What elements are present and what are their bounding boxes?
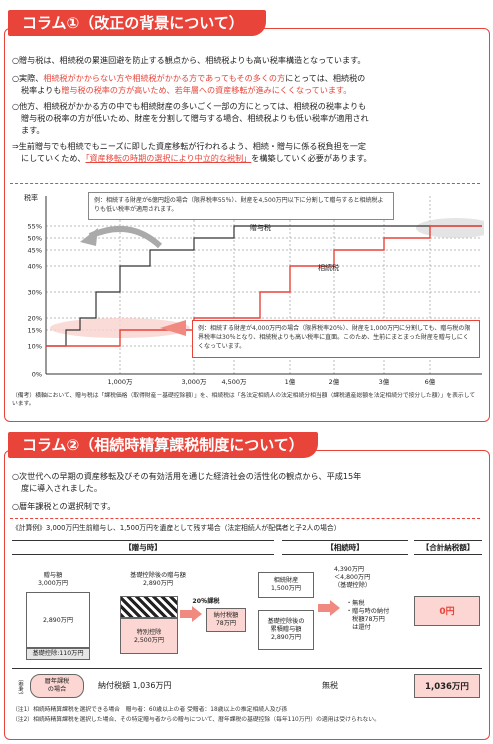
cumulative-gift-box: 基礎控除後の 累積贈与額 2,890万円 xyxy=(258,610,314,650)
y-tick-label: 45% xyxy=(28,247,42,255)
y-tick-label: 30% xyxy=(28,289,42,297)
arrow-bottom xyxy=(160,320,186,336)
chart-series xyxy=(46,225,482,347)
highlight-bottom xyxy=(50,318,190,338)
divider xyxy=(10,518,480,519)
gift-amount-label: 贈与額 3,000万円 xyxy=(37,572,69,587)
y-tick-label: 40% xyxy=(28,263,42,271)
column1-para2: ○実際、相続税がかからない方や相続税がかかる方であってもその多くの方にとっては、… xyxy=(12,73,366,95)
y-tick-label: 20% xyxy=(28,315,42,323)
x-ticks: 1,000万 3,000万 4,500万 1億 2億 3億 6億 xyxy=(107,377,435,386)
column1-conclusion: ⇒生前贈与でも相続でもニーズに即した資産移転が行われるよう、相続・贈与に係る税負… xyxy=(12,141,372,163)
divider xyxy=(10,183,480,184)
column2-para2: ○暦年課税との選択制です。 xyxy=(12,501,116,511)
x-tick-label: 3億 xyxy=(379,377,390,386)
reference-tag: （参考） xyxy=(17,676,23,698)
highlight-top xyxy=(416,218,484,238)
column2-title: コラム②（相続時精算課税制度について） xyxy=(8,432,318,458)
gift-tax-paid-box: 納付税額 78万円 xyxy=(206,608,246,632)
arrow-top xyxy=(88,226,163,249)
column1-para3: ○他方、相続税がかかる方の中でも相続財産の多いごく一部の方にとっては、相続税の税… xyxy=(12,101,369,135)
calendar-year-total: 1,036万円 xyxy=(414,674,480,698)
taxable-portion-hatched xyxy=(120,596,178,618)
gift-tax-label: 贈与税 xyxy=(250,223,271,232)
callout-top: 例：相続する財産が6億円超の場合（限界税率55％）、財産を4,500万円以下に分… xyxy=(88,192,394,220)
inheritance-property-box: 相続財産 1,500万円 xyxy=(258,572,314,598)
x-tick-label: 2億 xyxy=(329,377,340,386)
header-gift: 【贈与時】 xyxy=(12,540,274,555)
inheritance-tax-line xyxy=(46,225,482,347)
gift-basic-deduction: 基礎控除:110万円 xyxy=(26,648,90,660)
calendar-year-inheritance: 無税 xyxy=(322,681,338,690)
header-inheritance: 【相続時】 xyxy=(282,540,408,555)
column1-title: コラム①（改正の背景について） xyxy=(8,10,266,36)
y-tick-label: 10% xyxy=(28,343,42,351)
column2-box xyxy=(4,450,490,740)
header-total: 【合計納税額】 xyxy=(414,540,482,555)
note2: （注2）相続時精算課税を選択した場合、その特定贈与者からの贈与について、暦年課税… xyxy=(12,717,380,723)
inheritance-total-compare: 4,390万円 ＜4,800万円 （基礎控除） xyxy=(334,566,372,589)
arrow-to-result-icon xyxy=(318,600,340,616)
y-tick-label: 50% xyxy=(28,235,42,243)
total-tax-value: 0円 xyxy=(414,596,480,626)
arrow-to-tax-icon xyxy=(180,606,202,622)
calendar-year-case: 暦年課税 の場合 xyxy=(30,674,84,698)
x-tick-label: 1億 xyxy=(285,377,296,386)
tax-rate-chart: 税率 55% 50% 45% 40% 30% 20% 15% 10% 0% 1,000万 3,00… xyxy=(24,193,484,386)
y-ticks: 55% 50% 45% 40% 30% 20% 15% 10% 0% xyxy=(28,223,42,379)
x-tick-label: 1,000万 xyxy=(107,378,133,386)
y-tick-label: 0% xyxy=(32,371,42,379)
column2-para1: ○次世代への早期の資産移転及びその有効活用を通じた経済社会の活性化の観点から、平… xyxy=(12,471,362,493)
calc-example: 《計算例》3,000万円生前贈与し、1,500万円を遺産として残す場合（法定相続… xyxy=(12,524,341,532)
note1: （注1）相続時精算課税を選択できる場合 贈与者：60歳以上の者 受贈者：18歳以… xyxy=(12,707,288,713)
calendar-year-tax: 納付税額 1,036万円 xyxy=(98,681,172,690)
y-axis-label: 税率 xyxy=(24,193,38,202)
inheritance-result: ・無税 ・贈与時の納付 税額78万円 は還付 xyxy=(346,600,390,631)
x-tick-label: 3,000万 xyxy=(181,378,207,386)
y-tick-label: 55% xyxy=(28,223,42,231)
gift-2890-box: 2,890万円 xyxy=(26,592,90,648)
gift-tax-line xyxy=(46,225,482,347)
arrow-top-head xyxy=(80,228,98,246)
x-tick-label: 6億 xyxy=(425,377,436,386)
x-tick-label: 4,500万 xyxy=(221,378,247,386)
rate-20-label: 20％課税 xyxy=(192,598,220,605)
y-tick-label: 15% xyxy=(28,327,42,335)
column1-para1: ○贈与税は、相続税の累進回避を防止する観点から、相続税よりも高い税率構造となって… xyxy=(12,55,366,65)
chart-note: （備考）横軸において、贈与税は「課税価格（取得財産－基礎控除額）」を、相続税は「… xyxy=(12,393,476,407)
reference-divider xyxy=(12,668,482,669)
inheritance-tax-label: 相続税 xyxy=(318,263,339,272)
callout-bottom: 例：相続する財産が4,000万円の場合（限界税率20％）、財産を1,000万円に… xyxy=(192,320,480,358)
gift-after-basic-label: 基礎控除後の贈与額 2,890万円 xyxy=(130,572,186,587)
special-deduction-box: 特別控除 2,500万円 xyxy=(120,618,178,654)
